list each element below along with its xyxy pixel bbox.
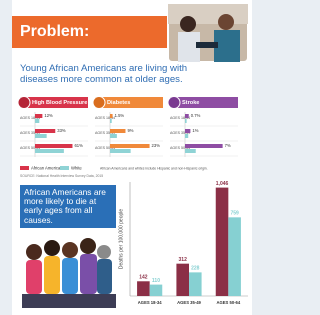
bar — [216, 188, 229, 296]
bar — [176, 264, 189, 296]
value-label: 9% — [127, 128, 133, 133]
value-label: 1,046 — [216, 181, 229, 187]
value-label: 23% — [152, 143, 161, 148]
value-label: 759 — [230, 211, 239, 217]
bar — [35, 129, 55, 133]
bar — [189, 272, 202, 296]
bar — [185, 119, 187, 123]
panel-title: Diabetes — [107, 100, 130, 106]
deaths-title: African Americans are more likely to die… — [20, 185, 116, 228]
legend-swatch — [60, 166, 69, 170]
bar — [110, 119, 112, 123]
bar — [185, 114, 189, 118]
panel-title: Stroke — [182, 100, 199, 106]
bar — [185, 134, 188, 138]
category-label: AGES 35-49 — [177, 300, 201, 305]
bar — [35, 134, 47, 138]
photo — [168, 4, 248, 62]
people-illustration — [22, 238, 116, 308]
value-label: 61% — [74, 143, 83, 148]
bar — [110, 134, 117, 138]
bar — [110, 149, 131, 153]
legend-label: African Americans — [31, 166, 65, 171]
bar — [35, 144, 72, 148]
y-axis-label: Deaths per 100,000 people — [118, 209, 124, 270]
page: Problem: High Blood Pressure AGES 18-34 12… — [0, 0, 263, 315]
source: SOURCE: National Health Interview Survey… — [20, 174, 103, 178]
value-label: 312 — [179, 257, 188, 263]
infographic: Problem: High Blood Pressure AGES 18-34 12… — [0, 0, 263, 315]
legend-label: White — [71, 166, 82, 171]
category-label: AGES 18-34 — [138, 300, 162, 305]
panel-title: High Blood Pressure — [32, 100, 87, 106]
bar — [35, 119, 39, 123]
header-title: Problem: — [20, 23, 89, 40]
category-label: AGES 50-64 — [216, 300, 240, 305]
legend-swatch — [20, 166, 29, 170]
bar — [137, 281, 150, 296]
bar — [185, 149, 196, 153]
bar — [185, 144, 223, 148]
value-label: 12% — [44, 113, 53, 118]
value-label: 7% — [225, 143, 231, 148]
subtitle: Young African Americans are living with … — [20, 64, 210, 85]
note: African Americans and whites include His… — [100, 166, 208, 170]
value-label: 0.7% — [191, 113, 201, 118]
value-label: 1.5% — [115, 113, 125, 118]
value-label: 228 — [191, 266, 200, 272]
value-label: 33% — [57, 128, 66, 133]
bar — [228, 217, 241, 296]
value-label: 1% — [192, 128, 198, 133]
bar — [35, 114, 42, 118]
value-label: 110 — [152, 278, 160, 284]
bar — [35, 149, 64, 153]
bar — [185, 129, 190, 133]
bar — [110, 144, 150, 148]
bar — [110, 114, 113, 118]
bar — [110, 129, 125, 133]
bar — [150, 285, 163, 296]
value-label: 142 — [139, 275, 148, 281]
